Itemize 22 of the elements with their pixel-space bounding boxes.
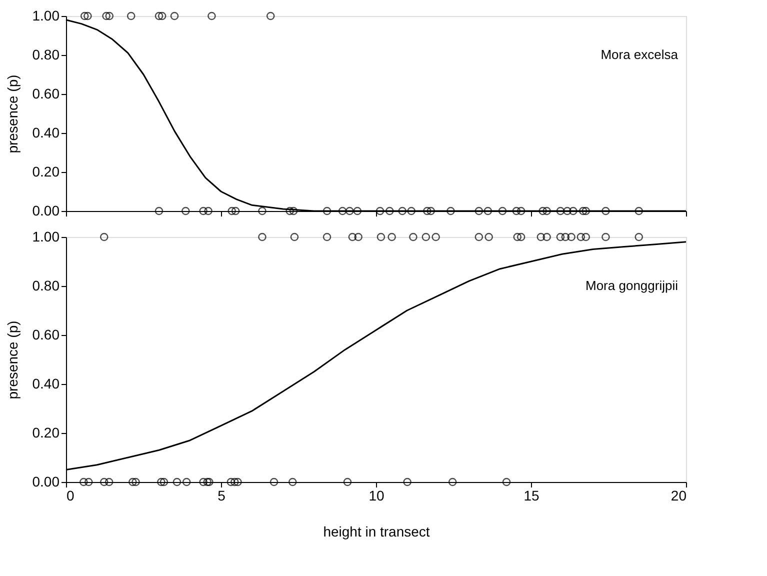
annotation: Mora excelsa bbox=[600, 47, 679, 62]
y-tick-label: 0.40 bbox=[32, 376, 60, 392]
x-tick-label: 15 bbox=[524, 488, 540, 504]
y-tick-label: 0.40 bbox=[32, 124, 60, 140]
y-tick-label: 0.60 bbox=[32, 326, 60, 342]
x-tick-label: 0 bbox=[66, 488, 74, 504]
x-tick-label: 20 bbox=[670, 488, 687, 504]
x-tick-label: 5 bbox=[218, 488, 226, 504]
y-tick-label: 0.00 bbox=[32, 202, 60, 218]
y-axis-title: presence (p) bbox=[4, 74, 20, 154]
y-tick-label: 0.80 bbox=[32, 278, 60, 294]
y-axis-title: presence (p) bbox=[4, 320, 20, 400]
y-tick-label: 1.00 bbox=[32, 228, 60, 244]
y-tick-label: 0.20 bbox=[32, 164, 60, 180]
y-tick-label: 0.80 bbox=[32, 46, 60, 62]
y-tick-label: 0.20 bbox=[32, 424, 60, 440]
x-tick-label: 10 bbox=[368, 488, 384, 504]
y-tick-label: 0.60 bbox=[32, 86, 60, 102]
y-tick-label: 0.00 bbox=[32, 474, 60, 490]
y-tick-label: 1.00 bbox=[32, 8, 60, 24]
annotation: Mora gonggrijpii bbox=[586, 278, 678, 293]
x-axis-title: height in transect bbox=[323, 524, 430, 540]
